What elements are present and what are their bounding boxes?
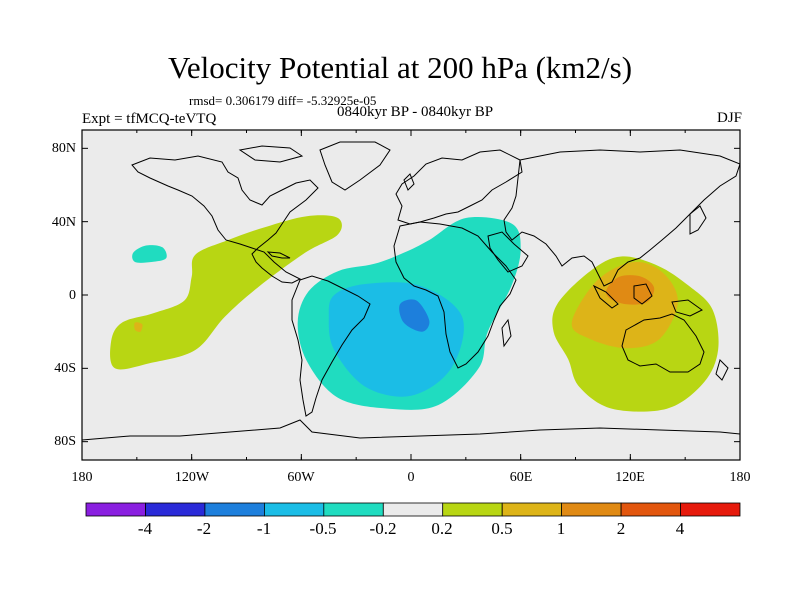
colorbar-box xyxy=(263,502,325,517)
lat-label-40n: 40N xyxy=(51,215,76,230)
stats-line: rmsd= 0.306179 diff= -5.32925e-05 xyxy=(189,93,377,108)
lon-label-0: 0 xyxy=(407,470,415,485)
lon-label-120w: 120W xyxy=(174,470,210,485)
colorbar xyxy=(85,502,741,517)
coast-britain xyxy=(403,173,415,191)
colorbar-box xyxy=(204,502,265,517)
lon-label-180w: 180 xyxy=(71,470,93,485)
contour-atlantic-minimum xyxy=(399,299,430,332)
coast-greenland xyxy=(319,141,391,191)
colorbar-box xyxy=(680,502,741,517)
colorbar-label: -4 xyxy=(137,519,153,538)
colorbar-label: 4 xyxy=(675,519,685,538)
period-label: 0840kyr BP - 0840kyr BP xyxy=(336,104,494,120)
lon-label-60e: 60E xyxy=(509,470,533,485)
lat-label-80s: 80S xyxy=(54,434,76,449)
colorbar-box xyxy=(323,502,384,517)
contour-maritime-continent-maximum xyxy=(606,275,655,305)
lon-label-60w: 60W xyxy=(287,470,315,485)
coast-new-zealand xyxy=(715,359,729,381)
coast-europe xyxy=(395,149,523,225)
contour-north-pacific-negative xyxy=(132,245,167,263)
lat-label-80n: 80N xyxy=(51,141,76,156)
coast-south-america xyxy=(291,275,371,417)
colorbar-label: -0.2 xyxy=(369,519,397,538)
coast-sumatra xyxy=(592,284,619,309)
coast-arctic-islands xyxy=(238,145,304,163)
colorbar-box xyxy=(442,502,503,517)
coast-japan xyxy=(689,205,707,235)
contour-eastern-pacific-core xyxy=(134,322,143,333)
contour-eastern-pacific-positive xyxy=(110,215,342,370)
contour-atlantic-core-negative xyxy=(328,282,464,397)
coast-new-guinea xyxy=(671,299,703,317)
coast-borneo xyxy=(633,283,653,305)
colorbar-box xyxy=(501,502,563,517)
colorbar-label: -0.5 xyxy=(309,519,337,538)
lat-label-0: 0 xyxy=(69,288,76,303)
colorbar-box xyxy=(382,502,444,517)
coast-asia xyxy=(503,149,740,287)
colorbar-box xyxy=(145,502,206,517)
colorbar-label: 0.5 xyxy=(491,519,513,538)
colorbar-label: 0.2 xyxy=(431,519,453,538)
lat-label-40s: 40S xyxy=(54,361,76,376)
axis-ticks xyxy=(81,130,741,460)
coast-north-america xyxy=(131,155,319,284)
coast-cuba xyxy=(266,251,291,259)
colorbar-label: 1 xyxy=(556,519,566,538)
coast-australia xyxy=(621,313,705,373)
colorbar-label: 2 xyxy=(616,519,626,538)
coast-arabia xyxy=(487,231,529,273)
season-label: DJF xyxy=(716,110,742,126)
coastlines xyxy=(82,141,740,441)
coast-antarctica xyxy=(82,419,740,441)
plot-title: Velocity Potential at 200 hPa (km2/s) xyxy=(167,50,633,85)
lon-label-120e: 120E xyxy=(615,470,645,485)
coast-madagascar xyxy=(501,318,512,348)
colorbar-box xyxy=(561,502,622,517)
coast-africa xyxy=(393,221,517,369)
colorbar-box xyxy=(620,502,681,517)
contour-fields xyxy=(110,215,719,412)
experiment-label: Expt = tfMCQ-teVTQ xyxy=(82,111,217,127)
colorbar-box xyxy=(85,502,146,517)
lon-label-180e: 180 xyxy=(729,470,751,485)
colorbar-label: -1 xyxy=(256,519,272,538)
colorbar-label: -2 xyxy=(196,519,212,538)
